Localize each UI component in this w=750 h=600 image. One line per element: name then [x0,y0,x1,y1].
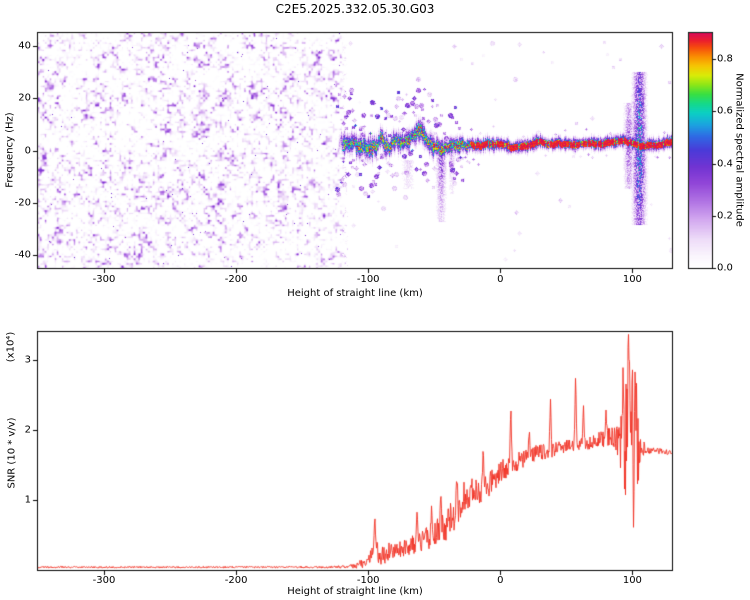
spec-x-tick-label: -300 [92,274,116,285]
snr-x-tick-label: -200 [224,575,248,586]
snr-x-tick-label: -100 [356,575,380,586]
spec-x-tick-label: 100 [622,274,642,285]
colorbar-label: Normalized spectral amplitude [733,73,745,227]
snr-y-tick-label: 3 [24,354,31,366]
snr-scale-note: (x10⁴) [5,331,17,363]
snr-y-tick-label: 2 [24,424,31,436]
colorbar-tick-label: 0.2 [717,210,733,222]
snr-x-axis-label: Height of straight line (km) [287,586,423,597]
snr-y-axis-label: SNR (10 * v/v) [6,417,18,489]
spectrogram-y-axis-label: Frequency (Hz) [4,112,16,188]
spec-y-tick-label: 40 [18,40,31,52]
colorbar-tick-label: 0.0 [717,262,733,274]
snr-x-tick-label: 0 [497,575,504,586]
spec-y-tick-label: 20 [18,92,31,104]
colorbar-tick-label: 0.4 [717,158,733,170]
snr-x-tick-label: 100 [622,575,642,586]
spec-x-tick-label: -100 [356,274,380,285]
spec-y-tick-label: -40 [14,249,31,261]
spec-y-tick-label: 0 [24,145,31,156]
snr-y-tick-label: 1 [24,494,31,506]
spec-x-tick-label: 0 [497,274,504,285]
figure-title: C2E5.2025.332.05.30.G03 [275,2,435,16]
snr-x-tick-label: -300 [92,575,116,586]
spectrogram-x-axis-label: Height of straight line (km) [287,288,423,299]
spec-y-tick-label: -20 [14,197,31,209]
spec-x-tick-label: -200 [224,274,248,285]
colorbar-tick-label: 0.6 [717,105,733,117]
colorbar-tick-label: 0.8 [717,53,733,65]
